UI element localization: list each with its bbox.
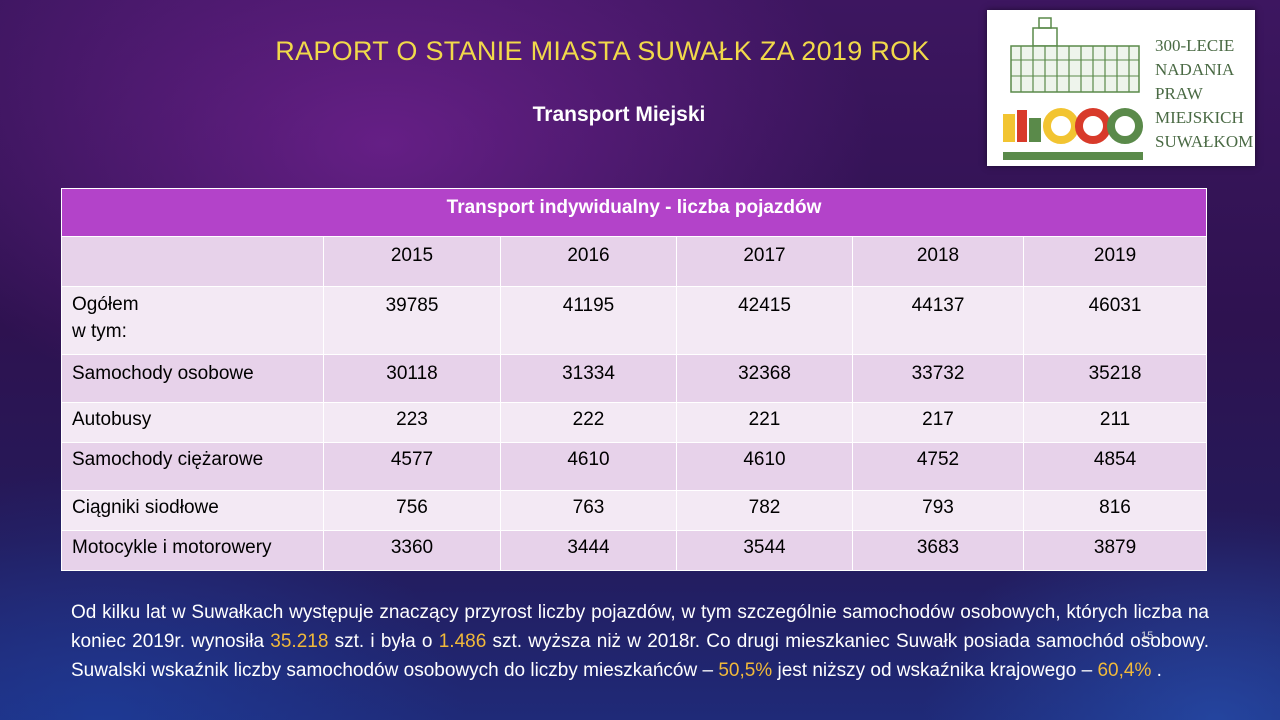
row-label: Samochody ciężarowe xyxy=(61,442,324,491)
logo-line: MIEJSKICH xyxy=(1155,108,1244,127)
table-cell: 816 xyxy=(1022,490,1208,531)
paragraph-text: . xyxy=(1151,660,1162,681)
table-row: Ogółem w tym: 39785 41195 42415 44137 46… xyxy=(61,286,1208,355)
town-hall-logo-graphic xyxy=(1003,17,1143,160)
table-cell: 41195 xyxy=(500,286,677,355)
summary-paragraph: Od kilku lat w Suwałkach występuje znacz… xyxy=(71,598,1209,685)
slide-subtitle: Transport Miejski xyxy=(532,103,706,126)
row-label: Autobusy xyxy=(61,402,324,443)
logo-line: PRAW xyxy=(1155,84,1203,103)
table-cell: 3444 xyxy=(500,530,677,571)
table-cell: 4577 xyxy=(323,442,501,491)
table-cell: 42415 xyxy=(676,286,853,355)
table-cell: 763 xyxy=(500,490,677,531)
table-row: Ciągniki siodłowe 756 763 782 793 816 xyxy=(61,490,1208,531)
year-header: 2017 xyxy=(676,236,853,287)
paragraph-text: Od kilku lat w Suwałkach występuje znacz… xyxy=(71,602,1209,652)
highlight-value: 1.486 xyxy=(438,631,487,652)
paragraph-text: szt. i była o xyxy=(328,631,439,652)
highlight-value: 50,5% xyxy=(718,660,773,681)
table-title: Transport indywidualny - liczba pojazdów xyxy=(60,188,1208,237)
table-row: Autobusy 223 222 221 217 211 xyxy=(61,402,1208,443)
table-cell: 4610 xyxy=(500,442,677,491)
year-header: 2018 xyxy=(852,236,1024,287)
paragraph-text: jest niższy od wskaźnika krajowego – xyxy=(772,660,1098,681)
table-cell: 39785 xyxy=(323,286,501,355)
vehicles-table: Transport indywidualny - liczba pojazdów… xyxy=(60,188,1208,571)
table-title-row: Transport indywidualny - liczba pojazdów xyxy=(60,188,1208,237)
year-header: 2016 xyxy=(500,236,677,287)
table-cell: 44137 xyxy=(852,286,1024,355)
table-cell: 31334 xyxy=(500,354,677,403)
row-label: Motocykle i motorowery xyxy=(61,530,324,571)
row-label-line: Ogółem xyxy=(72,294,139,315)
table-year-row: 2015 2016 2017 2018 2019 xyxy=(61,236,1208,287)
highlight-value: 35.218 xyxy=(270,631,329,652)
table-cell: 211 xyxy=(1022,402,1208,443)
table-cell: 33732 xyxy=(852,354,1024,403)
row-label-line: w tym: xyxy=(72,321,127,342)
table-cell: 35218 xyxy=(1022,354,1208,403)
table-row: Motocykle i motorowery 3360 3444 3544 36… xyxy=(61,530,1208,571)
table-cell: 3879 xyxy=(1022,530,1208,571)
table-cell: 223 xyxy=(323,402,501,443)
table-row: Samochody ciężarowe 4577 4610 4610 4752 … xyxy=(61,442,1208,491)
anniversary-logo: 300-LECIE NADANIA PRAW MIEJSKICH SUWAŁKO… xyxy=(987,10,1255,166)
year-header: 2019 xyxy=(1022,236,1208,287)
table-corner-cell xyxy=(61,236,324,287)
table-cell: 30118 xyxy=(323,354,501,403)
table-cell: 3360 xyxy=(323,530,501,571)
table-cell: 793 xyxy=(852,490,1024,531)
logo-line: 300-LECIE xyxy=(1155,36,1235,55)
table-row: Samochody osobowe 30118 31334 32368 3373… xyxy=(61,354,1208,403)
page-number: 15 xyxy=(1141,630,1154,642)
logo-line: SUWAŁKOM xyxy=(1155,132,1254,151)
slide-title: RAPORT O STANIE MIASTA SUWAŁK ZA 2019 RO… xyxy=(275,36,930,66)
paragraph-text: szt. wyższa niż w 2018r. Co drugi mieszk… xyxy=(71,631,1209,681)
logo-caption: 300-LECIE NADANIA PRAW MIEJSKICH SUWAŁKO… xyxy=(1155,34,1255,154)
row-label: Samochody osobowe xyxy=(61,354,324,403)
table-cell: 4752 xyxy=(852,442,1024,491)
table-cell: 221 xyxy=(676,402,853,443)
table-cell: 782 xyxy=(676,490,853,531)
row-label: Ciągniki siodłowe xyxy=(61,490,324,531)
table-cell: 756 xyxy=(323,490,501,531)
table-cell: 4854 xyxy=(1022,442,1208,491)
highlight-value: 60,4% xyxy=(1097,660,1152,681)
table-cell: 32368 xyxy=(676,354,853,403)
table-cell: 3683 xyxy=(852,530,1024,571)
table-cell: 222 xyxy=(500,402,677,443)
row-label: Ogółem w tym: xyxy=(61,286,324,355)
year-header: 2015 xyxy=(323,236,501,287)
table-cell: 3544 xyxy=(676,530,853,571)
table-cell: 4610 xyxy=(676,442,853,491)
logo-line: NADANIA xyxy=(1155,60,1235,79)
table-cell: 46031 xyxy=(1022,286,1208,355)
table-cell: 217 xyxy=(852,402,1024,443)
